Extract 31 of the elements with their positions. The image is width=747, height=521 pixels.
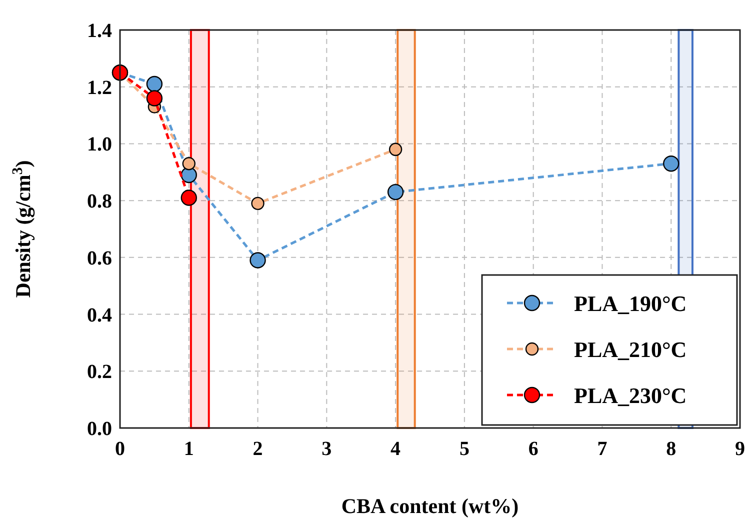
point	[387, 184, 404, 200]
legend-label: PLA_210°C	[574, 337, 687, 362]
x-tick-label: 7	[597, 438, 608, 460]
point	[388, 142, 402, 156]
y-tick-label: 0.8	[87, 190, 112, 213]
y-tick-label: 0.2	[87, 361, 112, 384]
legend-label: PLA_190°C	[574, 291, 687, 316]
point	[182, 157, 196, 170]
point	[663, 156, 680, 172]
point	[146, 76, 163, 92]
y-tick-label: 0.6	[87, 247, 112, 270]
point	[251, 196, 264, 210]
point	[146, 90, 163, 106]
x-tick-label: 0	[115, 438, 125, 460]
y-tick-label: 0.0	[87, 418, 112, 440]
x-axis-title: CBA content (wt%)	[341, 494, 519, 518]
x-tick-label: 9	[735, 438, 745, 460]
x-tick-label: 5	[459, 438, 470, 460]
y-tick-label: 1.2	[87, 76, 112, 99]
x-tick-label: 2	[252, 438, 263, 460]
x-tick-label: 8	[666, 438, 676, 460]
y-tick-label: 1.4	[87, 20, 112, 42]
x-tick-label: 3	[322, 438, 332, 460]
x-tick-label: 4	[390, 438, 401, 460]
x-tick-label: 1	[184, 438, 194, 460]
point	[250, 252, 266, 268]
y-tick-label: 1.0	[87, 134, 112, 156]
y-tick-label: 0.4	[87, 304, 112, 326]
legend-label: PLA_230°C	[574, 383, 687, 408]
point	[180, 190, 197, 206]
x-tick-label: 6	[528, 438, 538, 460]
